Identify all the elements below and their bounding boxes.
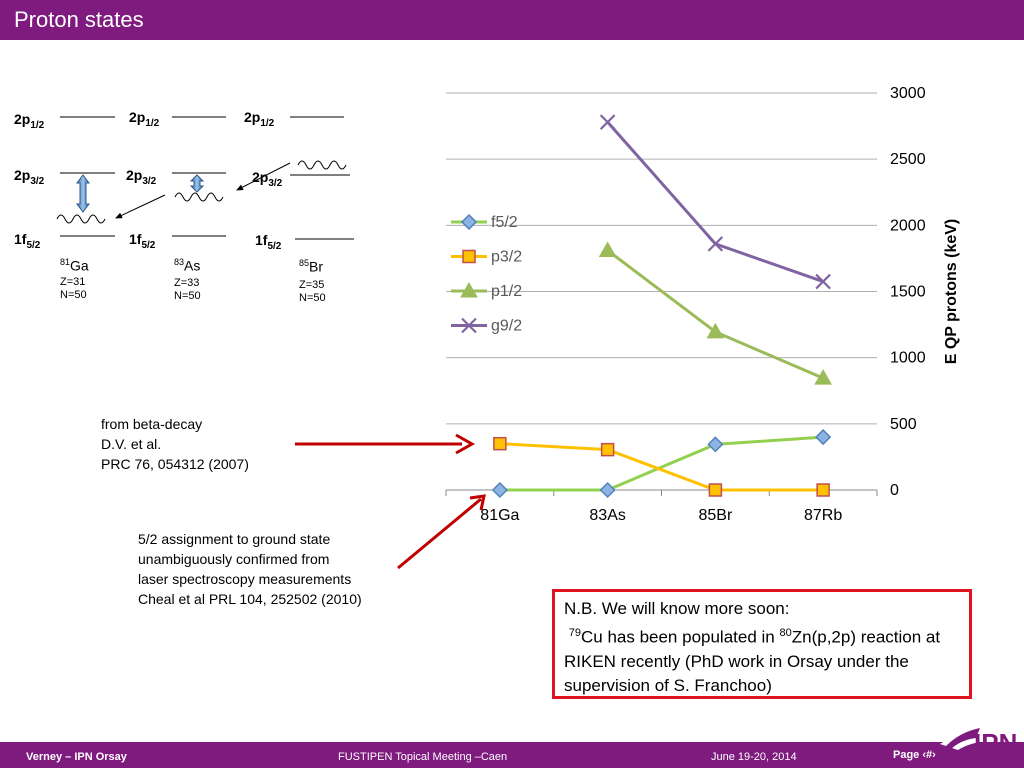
nucleus-zn-br: Z=35 N=50 bbox=[299, 279, 326, 304]
series-line-p32 bbox=[499, 442, 824, 492]
nb-line2: 79Cu has been populated in 80Zn(p,2p) re… bbox=[564, 627, 941, 695]
x-tick-label: 85Br bbox=[698, 507, 732, 524]
point-f52-87Rb bbox=[815, 429, 832, 446]
laser-arrow-head bbox=[469, 494, 486, 511]
laser-arrow bbox=[397, 497, 482, 570]
footer-date: June 19-20, 2014 bbox=[711, 751, 797, 763]
point-f52-85Br bbox=[707, 436, 724, 453]
point-g92-87Rb bbox=[815, 273, 831, 290]
title-bar bbox=[0, 0, 1024, 40]
y-axis-label: E QP protons (keV) bbox=[943, 219, 960, 365]
level-label-as-2p12: 2p1/2 bbox=[129, 109, 160, 129]
svg-text:ORSAY: ORSAY bbox=[992, 758, 1024, 768]
y-tick-label: 3000 bbox=[890, 85, 926, 102]
footer-author: Verney – IPN Orsay bbox=[26, 751, 127, 763]
blue-double-arrow-ga bbox=[76, 174, 90, 213]
point-p32-85Br bbox=[708, 483, 723, 497]
y-tick-label: 2000 bbox=[890, 217, 926, 234]
nucleus-zn-ga: Z=31 N=50 bbox=[60, 276, 87, 301]
y-tick-label: 2500 bbox=[890, 151, 926, 168]
level-label-as-1f52: 1f5/2 bbox=[129, 231, 156, 251]
point-g92-83As bbox=[599, 114, 616, 130]
wavy-proton-as bbox=[174, 192, 224, 202]
level-label-br-2p32: 2p3/2 bbox=[252, 169, 283, 189]
y-tick-label: 1500 bbox=[890, 284, 926, 301]
series-line-g92 bbox=[606, 121, 824, 283]
level-scheme-diagram bbox=[56, 116, 354, 240]
point-p32-81Ga bbox=[493, 436, 507, 451]
nucleus-label-br: 85Br bbox=[299, 258, 324, 275]
nb-box-text: N.B. We will know more soon: 79Cu has be… bbox=[564, 597, 959, 698]
laser-note: 5/2 assignment to ground state unambiguo… bbox=[138, 531, 362, 607]
slide-title: Proton states bbox=[14, 7, 144, 32]
point-p12-85Br bbox=[706, 322, 725, 339]
y-tick-label: 0 bbox=[890, 482, 899, 499]
legend-label-p32: p3/2 bbox=[491, 249, 522, 266]
beta-decay-note: from beta-decay D.V. et al. PRC 76, 0543… bbox=[101, 416, 249, 472]
nb-line1: N.B. We will know more soon: bbox=[564, 599, 790, 618]
point-p12-83As bbox=[598, 241, 617, 257]
wavy-proton-br bbox=[297, 160, 347, 170]
nucleus-zn-as: Z=33 N=50 bbox=[174, 277, 201, 302]
nucleus-label-ga: 81Ga bbox=[60, 257, 89, 274]
point-g92-85Br bbox=[707, 236, 724, 252]
beta-decay-arrow-head bbox=[455, 433, 476, 455]
level-label-br-1f52: 1f5/2 bbox=[255, 232, 282, 252]
legend-marker-f52 bbox=[460, 213, 478, 231]
footer-bar bbox=[0, 742, 1024, 768]
pointer-arrow-as bbox=[115, 194, 166, 219]
legend-marker-p32 bbox=[462, 249, 476, 264]
svg-text:IPN: IPN bbox=[974, 728, 1017, 758]
point-p32-83As bbox=[600, 442, 615, 457]
point-p32-87Rb bbox=[816, 483, 830, 497]
footer-meeting: FUSTIPEN Topical Meeting –Caen bbox=[338, 751, 508, 763]
level-label-ga-1f52: 1f5/2 bbox=[14, 231, 41, 251]
legend-label-p12: p1/2 bbox=[491, 283, 522, 300]
point-f52-83As bbox=[599, 481, 616, 499]
y-tick-label: 1000 bbox=[890, 350, 926, 367]
wavy-proton-ga bbox=[56, 214, 106, 224]
x-tick-label: 81Ga bbox=[480, 507, 519, 524]
y-tick-label: 500 bbox=[890, 416, 917, 433]
legend-marker-g92 bbox=[461, 317, 477, 334]
level-label-br-2p12: 2p1/2 bbox=[244, 109, 275, 129]
ipn-orsay-logo: IPN ORSAY bbox=[940, 718, 1024, 768]
legend-label-g92: g9/2 bbox=[491, 318, 522, 335]
level-label-as-2p32: 2p3/2 bbox=[126, 167, 157, 187]
footer-page-number: Page ‹#› bbox=[893, 749, 936, 761]
level-label-ga-2p32: 2p3/2 bbox=[14, 167, 45, 187]
point-f52-81Ga bbox=[491, 481, 508, 499]
legend-label-f52: f5/2 bbox=[491, 214, 518, 231]
series-line-f52 bbox=[499, 435, 824, 492]
point-p12-87Rb bbox=[814, 369, 832, 385]
nucleus-label-as: 83As bbox=[174, 257, 201, 274]
x-tick-label: 87Rb bbox=[804, 507, 842, 524]
pointer-arrow-br bbox=[236, 162, 291, 191]
nb-box bbox=[552, 589, 972, 699]
level-label-ga-2p12: 2p1/2 bbox=[14, 111, 45, 131]
blue-double-arrow-as bbox=[189, 174, 205, 193]
x-tick-label: 83As bbox=[589, 507, 625, 524]
legend-marker-p12 bbox=[460, 281, 478, 298]
